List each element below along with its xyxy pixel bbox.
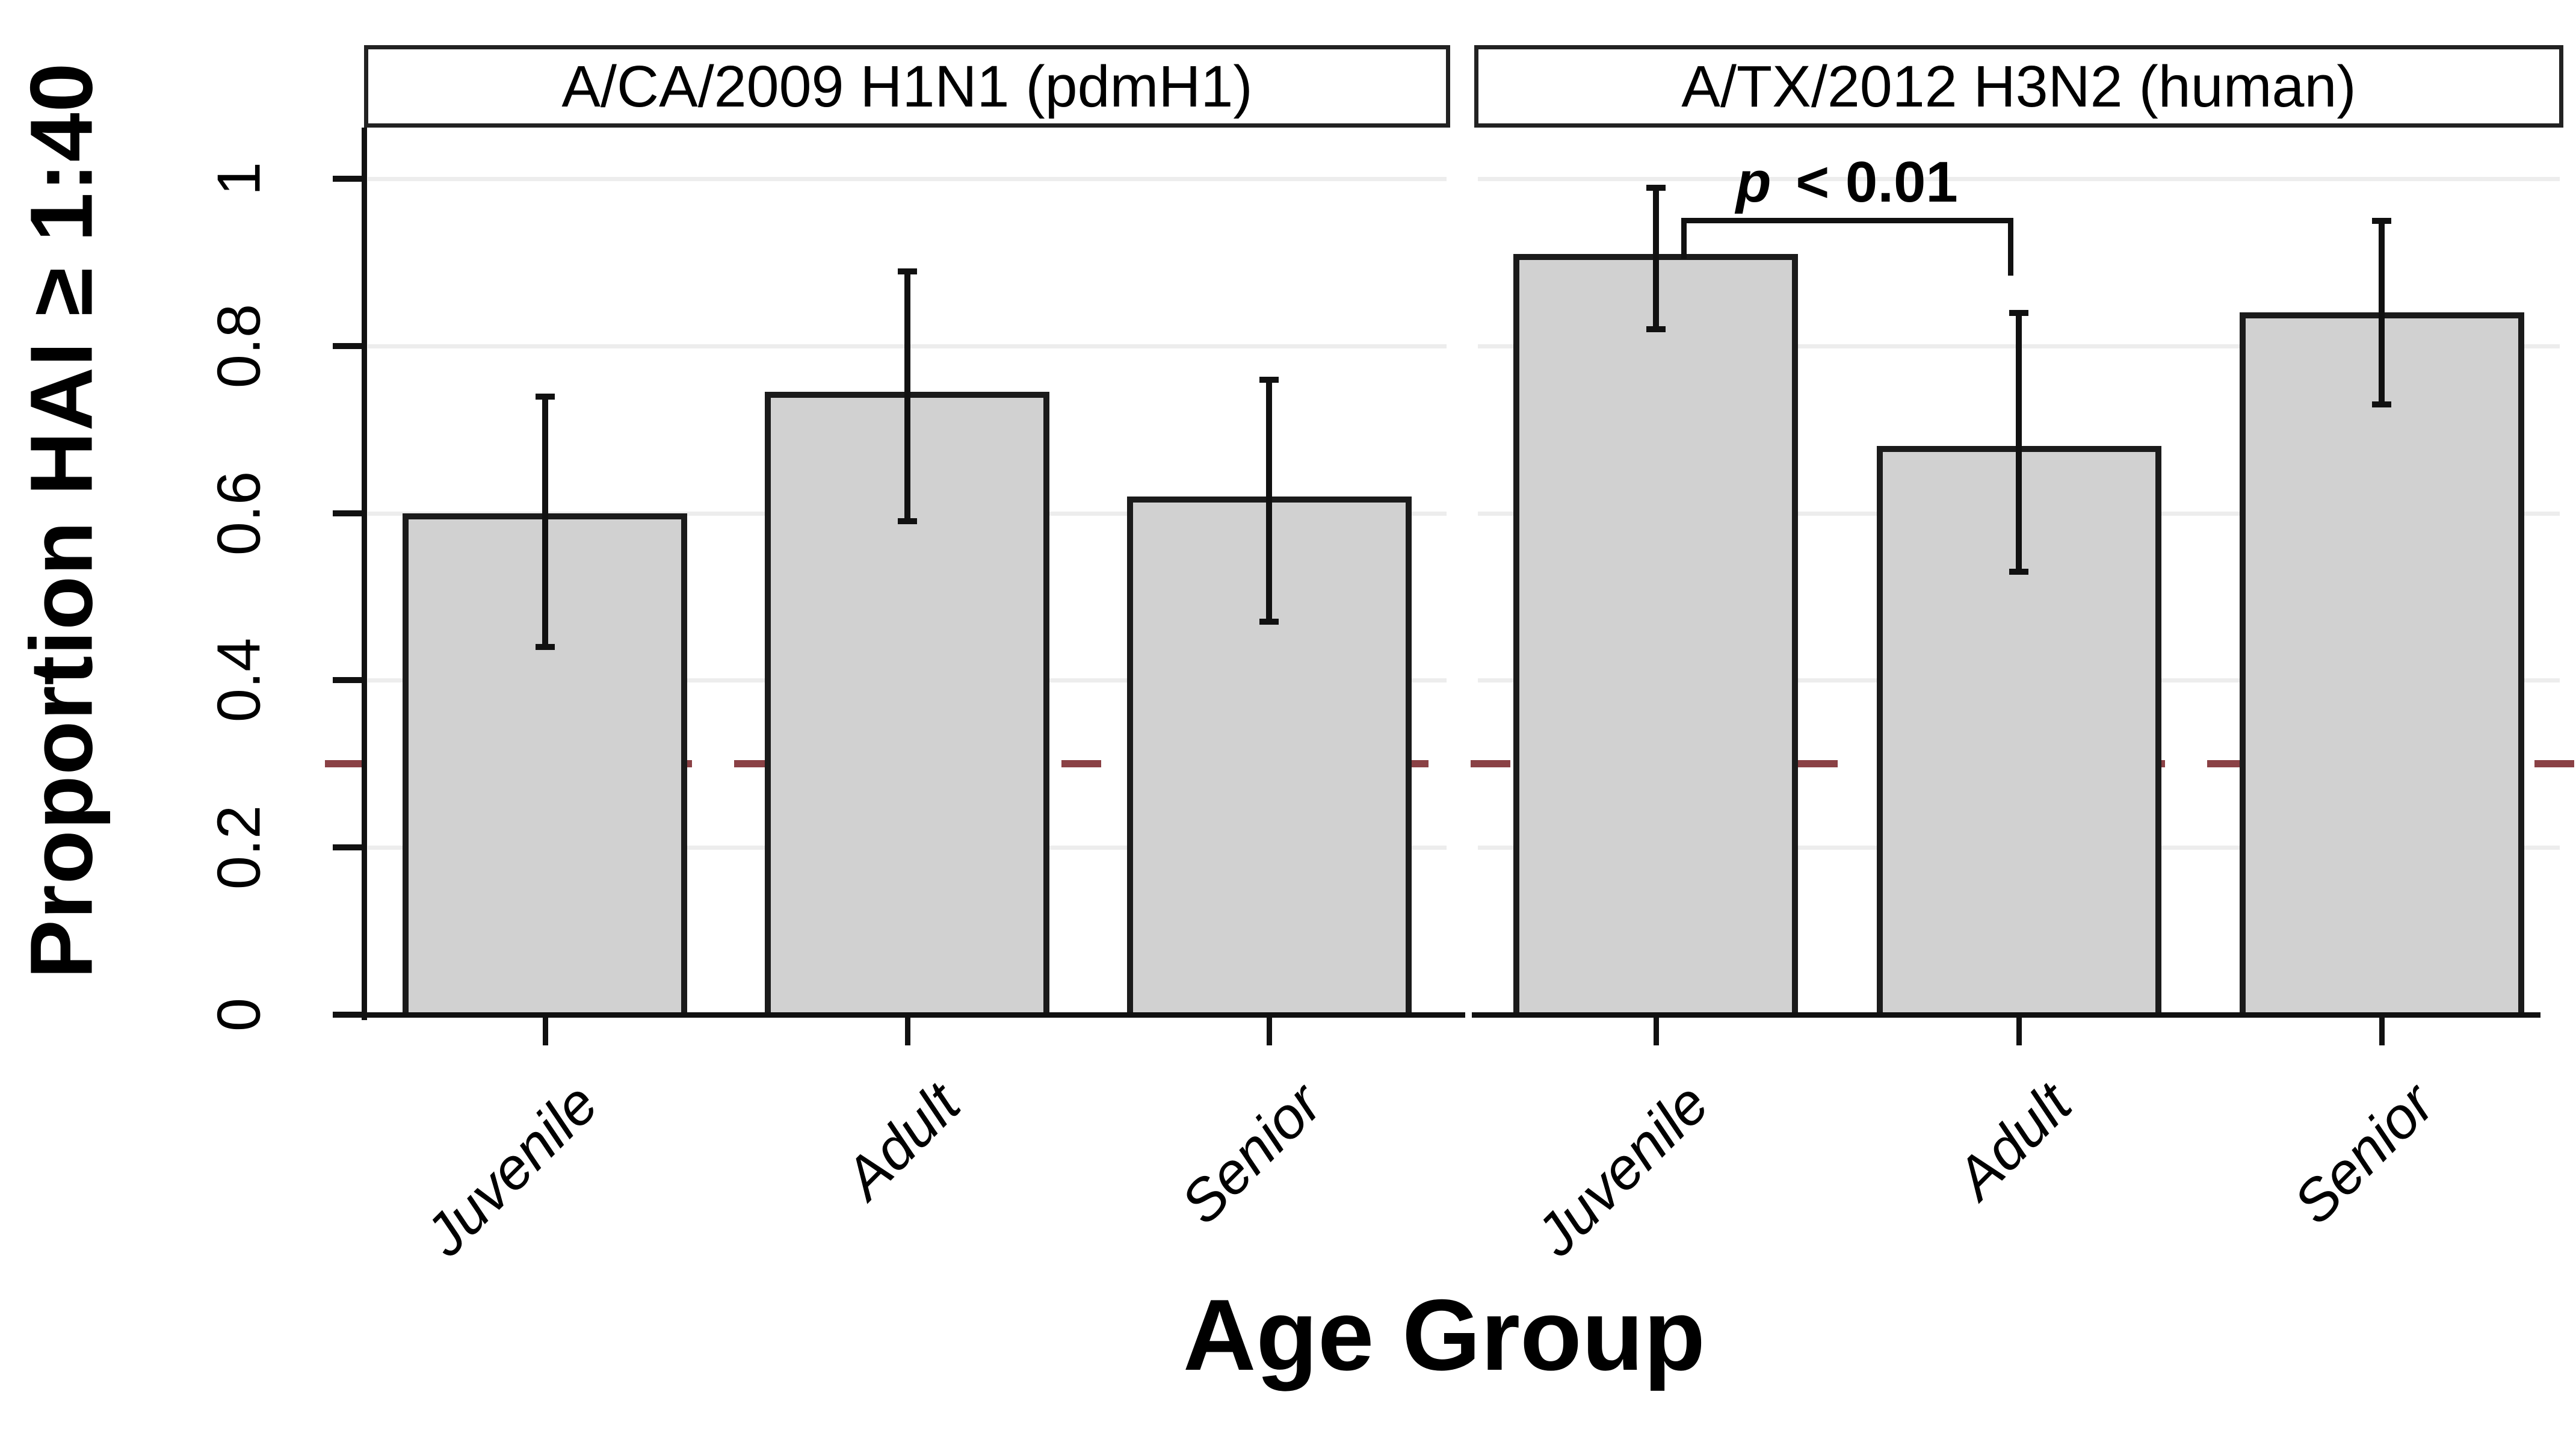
error-bar (2379, 220, 2385, 404)
x-axis-tick (2379, 1018, 2385, 1045)
error-bar-cap-bottom (2372, 401, 2392, 407)
x-axis-tick (904, 1018, 910, 1045)
x-axis-title: Age Group (1183, 1278, 1705, 1391)
panel-strip: A/CA/2009 H1N1 (pdmH1) (364, 45, 1450, 128)
error-bar (1652, 187, 1659, 329)
x-tick-label: Adult (1943, 1070, 2084, 1211)
x-axis-tick (1653, 1018, 1659, 1045)
y-tick-label: 1 (205, 161, 273, 196)
x-axis-line (362, 1012, 1465, 1018)
x-tick-label: Adult (831, 1070, 972, 1211)
y-axis-line (362, 128, 367, 1020)
significance-bracket-right-leg (2008, 218, 2013, 276)
y-tick-label: 0.8 (205, 303, 273, 389)
y-axis-tick (333, 677, 364, 683)
x-axis-tick (2016, 1018, 2022, 1045)
p-value-text: < 0.01 (1779, 150, 1958, 214)
error-bar-cap-top (1646, 185, 1666, 191)
y-tick-label: 0.2 (205, 805, 273, 890)
error-bar-cap-top (2009, 310, 2028, 316)
p-value-symbol: p (1735, 150, 1771, 214)
error-bar (904, 271, 910, 521)
x-axis-tick (542, 1018, 548, 1045)
error-bar-cap-top (1259, 377, 1279, 383)
y-axis-tick (333, 844, 364, 850)
y-tick-label: 0.4 (205, 637, 273, 723)
bar (2239, 312, 2524, 1018)
error-bar-cap-top (535, 394, 555, 400)
y-axis-tick (333, 510, 364, 516)
error-bar-cap-bottom (2009, 569, 2028, 575)
error-bar (542, 396, 548, 647)
error-bar-cap-bottom (535, 644, 555, 650)
y-axis-title: Proportion HAI ≥ 1:40 (12, 62, 111, 979)
y-tick-label: 0.6 (205, 471, 273, 556)
bar (1513, 254, 1799, 1018)
significance-label: p < 0.01 (1736, 149, 1958, 215)
gridline (368, 177, 1447, 181)
error-bar (1266, 379, 1273, 622)
x-axis-tick (1267, 1018, 1273, 1045)
gridline (1478, 177, 2560, 181)
panel-strip-title: A/TX/2012 H3N2 (human) (1681, 53, 2356, 119)
y-axis-tick (333, 1012, 364, 1018)
error-bar-cap-bottom (1259, 619, 1279, 625)
error-bar-cap-top (2372, 218, 2392, 224)
y-axis-tick (333, 176, 364, 182)
error-bar-cap-bottom (897, 518, 917, 524)
error-bar-cap-top (897, 268, 917, 274)
error-bar-cap-bottom (1646, 326, 1666, 332)
panel-strip: A/TX/2012 H3N2 (human) (1474, 45, 2563, 128)
error-bar (2016, 312, 2022, 572)
significance-bracket-left-leg (1681, 218, 1687, 259)
x-tick-label: Senior (2281, 1070, 2447, 1237)
significance-bracket (1681, 218, 2013, 223)
y-tick-label: 0 (205, 997, 273, 1032)
x-axis-line (1472, 1012, 2540, 1018)
x-tick-label: Juvenile (412, 1070, 610, 1269)
panel-strip-title: A/CA/2009 H1N1 (pdmH1) (561, 53, 1253, 119)
y-axis-tick (333, 343, 364, 349)
